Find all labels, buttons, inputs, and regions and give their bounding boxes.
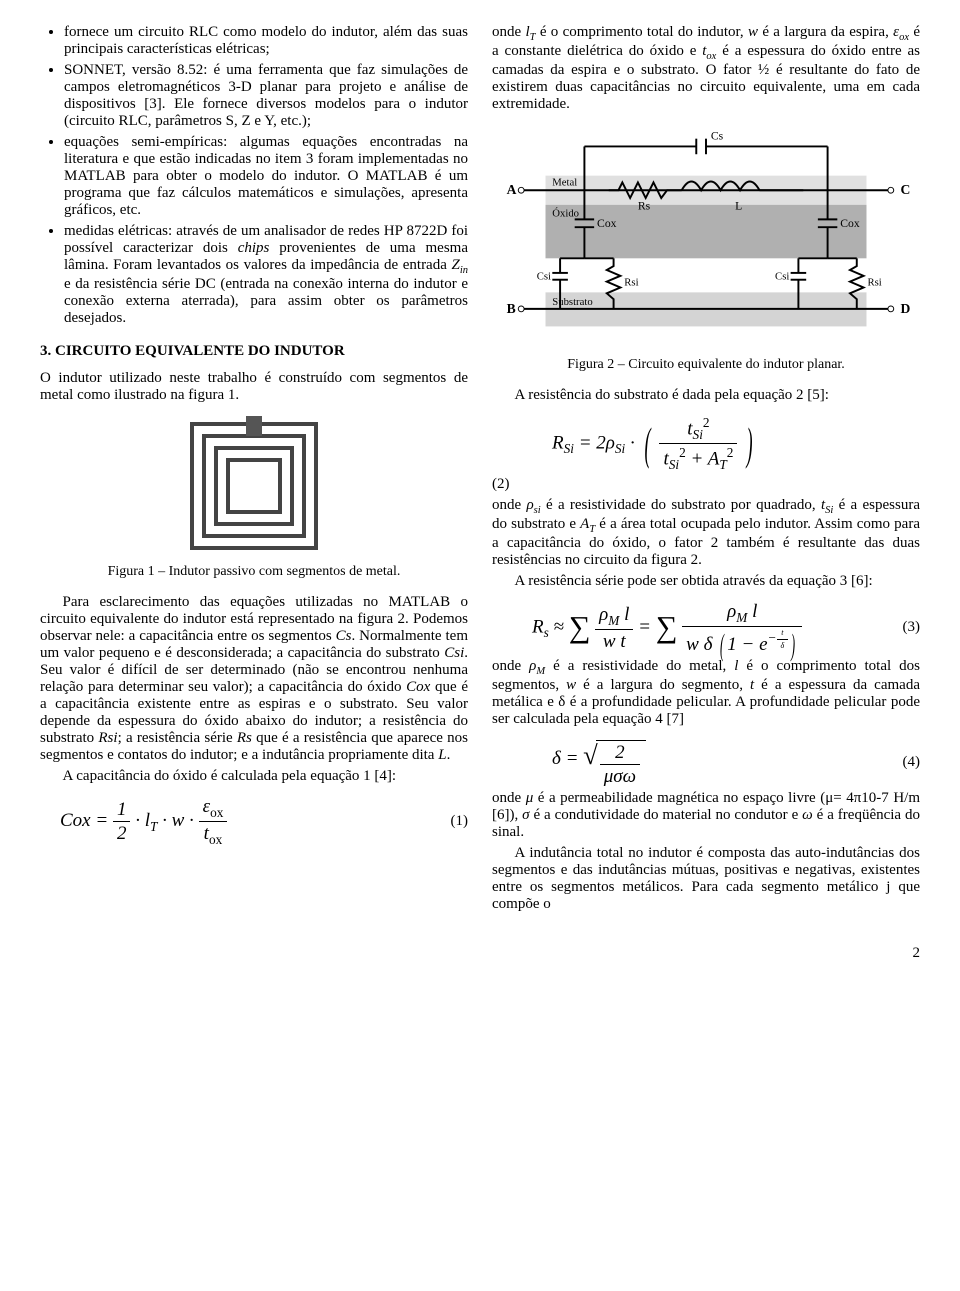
eq1-lead-paragraph: A capacitância do óxido é calculada pela… [40,768,468,785]
equation-2: RSi = 2ρSi · ( tSi2 tSi2 + AT2 ) [492,416,920,472]
bullet-item: fornece um circuito RLC como modelo do i… [64,24,468,58]
bullet-text: SONNET, versão 8.52: é uma ferramenta qu… [64,62,468,129]
paragraph-after-eq3: onde ρM é a resistividade do metal, l é … [492,658,920,728]
page-number: 2 [0,941,960,974]
node-A-label: A [507,182,517,197]
eq2-label-line: (2) [492,476,920,493]
node-B-label: B [507,301,516,316]
node-D-label: D [901,301,911,316]
substrate-label: Substrato [552,296,592,308]
paragraph-top-right: onde lT é o comprimento total do indutor… [492,24,920,113]
figure-1-caption: Figura 1 – Indutor passivo com segmentos… [40,564,468,580]
page-root: fornece um circuito RLC como modelo do i… [0,0,960,941]
tool-bullet-list: fornece um circuito RLC como modelo do i… [40,24,468,327]
equation-3-number: (3) [880,619,920,636]
bullet-item: SONNET, versão 8.52: é uma ferramenta qu… [64,62,468,130]
bullet-item: equações semi-empíricas: algumas equaçõe… [64,134,468,219]
paragraph-circuit-desc: Para esclarecimento das equações utiliza… [40,594,468,764]
cs-label: Cs [711,130,724,143]
node-C-label: C [901,182,911,197]
figure-2-circuit-diagram: A C B D Metal Óxido Substrato Cs Rs [492,119,920,349]
equation-1-number: (1) [428,813,468,830]
rs-lead-paragraph: A resistência série pode ser obtida atra… [492,573,920,590]
equation-3-body: Rs ≈ ∑ ρM lw t = ∑ ρM l w δ (1 − e−tδ) [492,602,880,654]
intro-paragraph: O indutor utilizado neste trabalho é con… [40,370,468,404]
right-column: onde lT é o comprimento total do indutor… [492,24,920,917]
bullet-text: equações semi-empíricas: algumas equaçõe… [64,134,468,218]
cox-left-label: Cox [597,217,617,230]
metal-label: Metal [552,176,577,188]
cox-right-label: Cox [840,217,860,230]
oxide-band [546,205,867,259]
figure-1-inductor-icon [184,416,324,556]
l-label: L [735,200,742,213]
bullet-item: medidas elétricas: através de um analisa… [64,223,468,327]
csi-left-label: Csi [537,271,551,283]
paragraph-inductance: A indutância total no indutor é composta… [492,845,920,913]
bullet-text: fornece um circuito RLC como modelo do i… [64,24,468,57]
section-3-heading: 3. CIRCUITO EQUIVALENTE DO INDUTOR [40,343,468,360]
equation-4-body: δ = √ 2μσω [492,740,880,786]
equation-4-number: (4) [880,754,920,771]
rs-label: Rs [638,200,651,213]
equation-4: δ = √ 2μσω (4) [492,740,920,786]
rsi-right-label: Rsi [867,277,881,289]
left-column: fornece um circuito RLC como modelo do i… [40,24,468,917]
csi-right-label: Csi [775,271,789,283]
rsi-lead-paragraph: A resistência do substrato é dada pela e… [492,387,920,404]
figure-2-caption: Figura 2 – Circuito equivalente do indut… [492,357,920,373]
bullet-text: medidas elétricas: através de um analisa… [64,223,468,326]
paragraph-after-eq2: onde ρsi é a resistividade do substrato … [492,497,920,569]
equation-1: Cox = 12 · lT · w · εoxtox (1) [40,797,468,846]
equation-2-body: RSi = 2ρSi · ( tSi2 tSi2 + AT2 ) [492,416,880,472]
oxide-label: Óxido [552,207,579,219]
equation-1-body: Cox = 12 · lT · w · εoxtox [40,797,428,846]
paragraph-after-eq4: onde μ é a permeabilidade magnética no e… [492,790,920,841]
equation-3: Rs ≈ ∑ ρM lw t = ∑ ρM l w δ (1 − e−tδ) (… [492,602,920,654]
rsi-left-label: Rsi [624,277,638,289]
